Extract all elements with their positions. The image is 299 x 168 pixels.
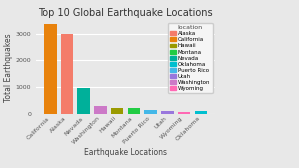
X-axis label: Earthquake Locations: Earthquake Locations (84, 148, 167, 157)
Title: Top 10 Global Earthquake Locations: Top 10 Global Earthquake Locations (38, 8, 213, 18)
Bar (178, 112, 190, 114)
Bar (144, 110, 157, 114)
Bar (77, 88, 90, 114)
Bar (61, 34, 73, 114)
Bar (128, 108, 140, 114)
Bar (94, 107, 107, 114)
Bar (44, 24, 57, 114)
Bar (161, 111, 174, 114)
Legend: Alaska, California, Hawaii, Montana, Nevada, Oklahoma, Puerto Rico, Utah, Washin: Alaska, California, Hawaii, Montana, Nev… (168, 23, 213, 94)
Bar (195, 111, 207, 114)
Bar (111, 108, 123, 114)
Y-axis label: Total Earthquakes: Total Earthquakes (4, 33, 13, 101)
